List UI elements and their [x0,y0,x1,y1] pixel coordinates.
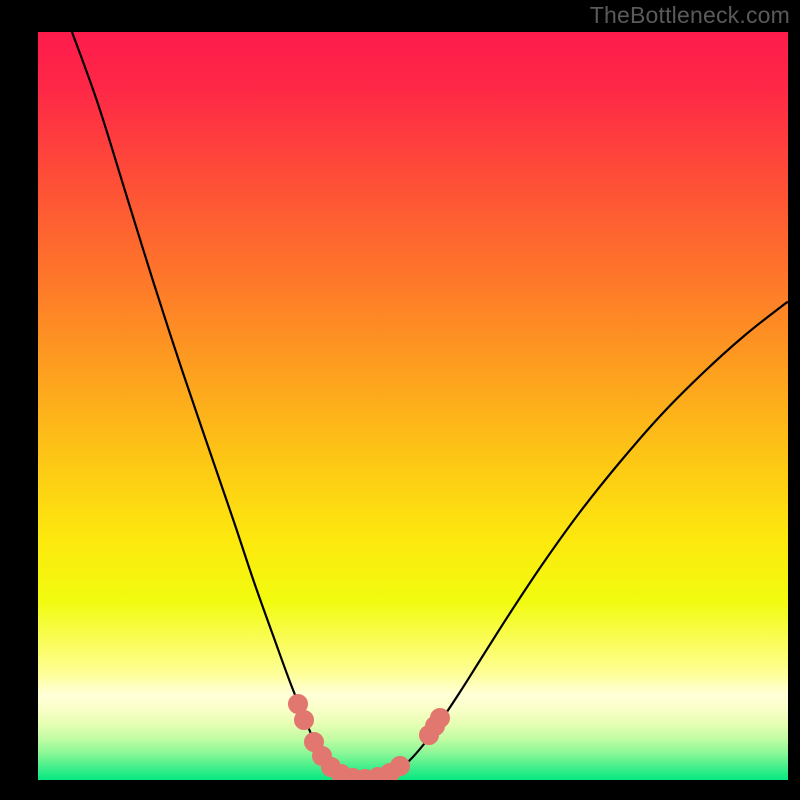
bottleneck-curve [72,32,788,780]
plot-area [38,32,788,780]
watermark-label: TheBottleneck.com [590,2,790,29]
data-marker [391,757,410,776]
curve-and-markers [38,32,788,780]
data-marker [431,709,450,728]
data-marker [295,711,314,730]
